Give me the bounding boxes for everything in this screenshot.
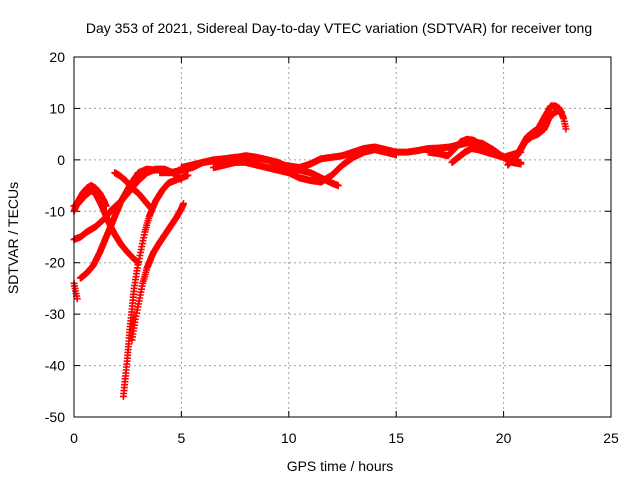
plot-frame <box>73 56 612 418</box>
y-tick-label: -20 <box>45 255 65 271</box>
data-markers <box>210 146 400 186</box>
x-tick-label: 15 <box>388 430 404 446</box>
y-tick-label: -40 <box>45 358 65 374</box>
data-markers <box>128 200 187 344</box>
data-markers <box>111 169 155 213</box>
y-tick-label: 20 <box>49 49 65 65</box>
series-arc-6 <box>111 169 155 213</box>
x-tick-label: 20 <box>496 430 512 446</box>
grid <box>74 57 611 417</box>
data-markers <box>119 171 192 400</box>
data-layer <box>70 102 570 400</box>
data-markers <box>504 107 566 169</box>
series-arc-8 <box>128 200 187 344</box>
series-arc-11 <box>210 146 400 186</box>
y-tick-label: -30 <box>45 306 65 322</box>
chart-title: Day 353 of 2021, Sidereal Day-to-day VTE… <box>86 20 592 36</box>
x-tick-label: 10 <box>281 430 297 446</box>
x-tick-label: 0 <box>70 430 78 446</box>
series-arc-7 <box>119 171 192 400</box>
y-tick-label: -50 <box>45 409 65 425</box>
y-tick-label: 0 <box>57 152 65 168</box>
y-tick-label: -10 <box>45 203 65 219</box>
x-axis-label: GPS time / hours <box>287 458 394 474</box>
axis-ticks: 0 5 10 15 20 25 -50 -40 -30 -20 -10 0 10 20 <box>45 49 619 446</box>
x-tick-label: 25 <box>603 430 619 446</box>
series-arc-15 <box>504 107 566 169</box>
y-axis-label: SDTVAR / TECUs <box>5 182 21 294</box>
series-arc-1 <box>70 279 81 303</box>
x-tick-label: 5 <box>178 430 186 446</box>
data-markers <box>70 279 81 303</box>
y-tick-label: 10 <box>49 100 65 116</box>
